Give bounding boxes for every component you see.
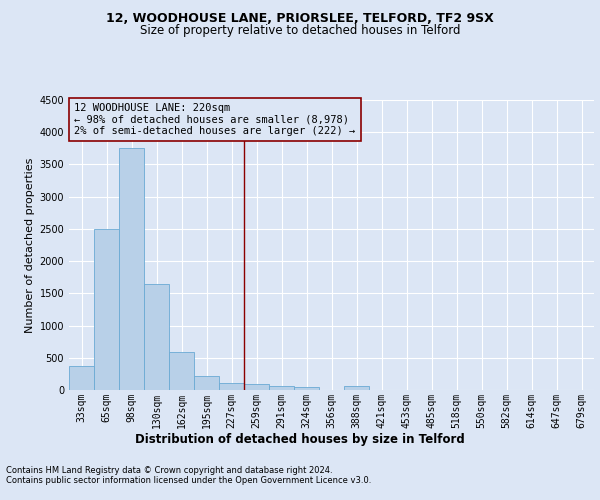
Bar bbox=[219, 383, 244, 390]
Text: Contains HM Land Registry data © Crown copyright and database right 2024.: Contains HM Land Registry data © Crown c… bbox=[6, 466, 332, 475]
Bar bbox=[119, 148, 144, 390]
Y-axis label: Number of detached properties: Number of detached properties bbox=[25, 158, 35, 332]
Bar bbox=[269, 386, 294, 390]
Bar bbox=[344, 386, 369, 390]
Bar bbox=[69, 366, 94, 390]
Bar bbox=[294, 388, 319, 390]
Text: 12, WOODHOUSE LANE, PRIORSLEE, TELFORD, TF2 9SX: 12, WOODHOUSE LANE, PRIORSLEE, TELFORD, … bbox=[106, 12, 494, 26]
Bar bbox=[94, 229, 119, 390]
Bar bbox=[194, 376, 219, 390]
Text: Size of property relative to detached houses in Telford: Size of property relative to detached ho… bbox=[140, 24, 460, 37]
Text: Contains public sector information licensed under the Open Government Licence v3: Contains public sector information licen… bbox=[6, 476, 371, 485]
Text: 12 WOODHOUSE LANE: 220sqm
← 98% of detached houses are smaller (8,978)
2% of sem: 12 WOODHOUSE LANE: 220sqm ← 98% of detac… bbox=[74, 103, 355, 136]
Bar bbox=[144, 284, 169, 390]
Bar bbox=[169, 352, 194, 390]
Bar bbox=[244, 384, 269, 390]
Text: Distribution of detached houses by size in Telford: Distribution of detached houses by size … bbox=[135, 432, 465, 446]
